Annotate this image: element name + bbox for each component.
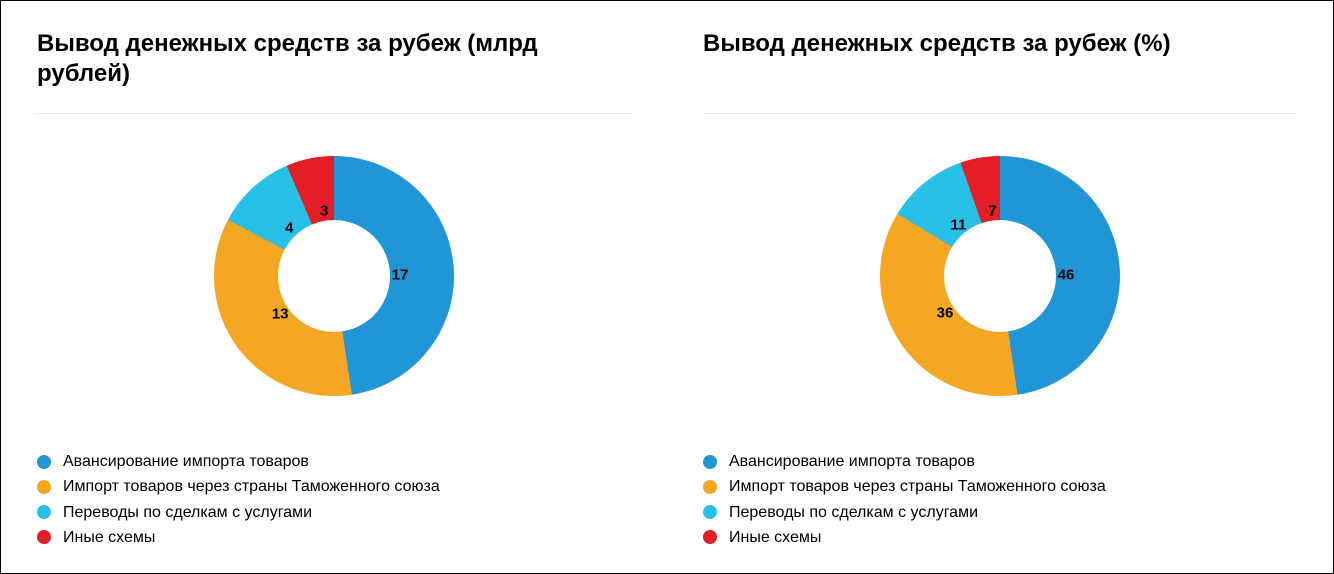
legend-label: Иные схемы [63,528,155,547]
charts-container: Вывод денежных средств за рубеж (млрд ру… [0,0,1334,574]
legend: Авансирование импорта товаров Импорт това… [37,446,631,553]
slice-value-label: 36 [937,304,954,321]
legend-swatch [37,455,51,469]
legend-item: Иные схемы [703,528,1297,547]
panel-left: Вывод денежных средств за рубеж (млрд ру… [1,1,667,573]
chart-area: 17 13 4 3 [37,114,631,438]
legend-swatch [703,455,717,469]
panel-title: Вывод денежных средств за рубеж (%) [703,29,1297,91]
legend-swatch [703,505,717,519]
slice-value-label: 3 [320,202,328,219]
donut-chart: 17 13 4 3 [214,156,454,396]
legend-item: Иные схемы [37,528,631,547]
legend-label: Импорт товаров через страны Таможенного … [63,477,440,496]
legend-swatch [37,480,51,494]
legend-label: Авансирование импорта товаров [63,452,309,471]
legend-swatch [37,530,51,544]
legend: Авансирование импорта товаров Импорт това… [703,446,1297,553]
legend-item: Авансирование импорта товаров [37,452,631,471]
legend-swatch [37,505,51,519]
donut-hole [278,220,390,332]
legend-item: Импорт товаров через страны Таможенного … [703,477,1297,496]
legend-item: Переводы по сделкам с услугами [703,503,1297,522]
chart-area: 46 36 11 7 [703,114,1297,438]
slice-value-label: 11 [951,216,967,233]
donut-chart: 46 36 11 7 [880,156,1120,396]
slice-value-label: 4 [285,219,293,236]
legend-swatch [703,480,717,494]
slice-value-label: 46 [1058,266,1075,283]
legend-label: Переводы по сделкам с услугами [63,503,312,522]
legend-label: Переводы по сделкам с услугами [729,503,978,522]
panel-right: Вывод денежных средств за рубеж (%) 46 36… [667,1,1333,573]
legend-label: Импорт товаров через страны Таможенного … [729,477,1106,496]
legend-label: Авансирование импорта товаров [729,452,975,471]
slice-value-label: 7 [988,202,996,219]
legend-item: Переводы по сделкам с услугами [37,503,631,522]
slice-value-label: 17 [392,266,409,283]
panel-title: Вывод денежных средств за рубеж (млрд ру… [37,29,631,91]
legend-label: Иные схемы [729,528,821,547]
legend-item: Авансирование импорта товаров [703,452,1297,471]
slice-value-label: 13 [272,306,289,323]
donut-hole [944,220,1056,332]
legend-item: Импорт товаров через страны Таможенного … [37,477,631,496]
legend-swatch [703,530,717,544]
